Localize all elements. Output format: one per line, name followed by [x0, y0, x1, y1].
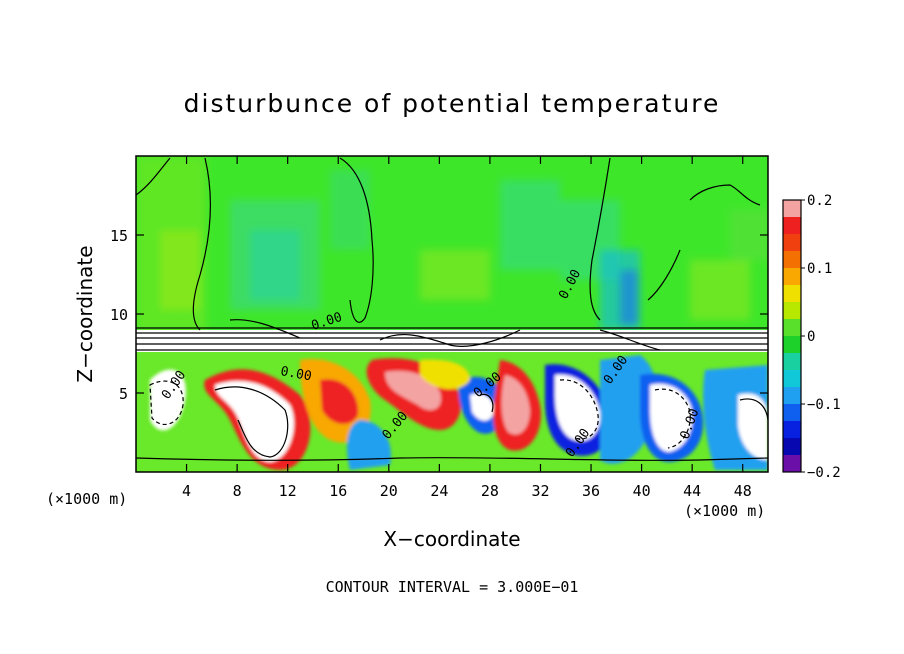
colorbar-tick-label: 0 [807, 329, 815, 345]
colorbar-segment [783, 404, 801, 422]
colorbar-tick-label: −0.2 [807, 465, 841, 481]
colorbar-segment [783, 336, 801, 354]
colorbar-tick-label: 0.1 [807, 261, 832, 277]
heatmap-lower-texture [150, 355, 768, 470]
colorbar-segment [783, 200, 801, 218]
colorbar-segment [783, 268, 801, 286]
x-tick-label: 28 [481, 482, 499, 500]
colorbar-segment [783, 387, 801, 405]
colorbar-tick-label: −0.1 [807, 397, 841, 413]
contour-interval-text: CONTOUR INTERVAL = 3.000E−01 [326, 578, 579, 596]
colorbar-segment [783, 217, 801, 235]
x-tick-label: 4 [182, 482, 191, 500]
colorbar: 0.2 0.1 0 −0.1 −0.2 [782, 193, 841, 481]
contour-label: 0.00 [279, 364, 312, 384]
x-tick-label: 8 [233, 482, 242, 500]
colorbar-segment [783, 285, 801, 303]
colorbar-segment [783, 455, 801, 473]
colorbar-segment [783, 370, 801, 388]
colorbar-tick-label: 0.2 [807, 193, 832, 209]
colorbar-segment [783, 251, 801, 269]
x-tick-label: 16 [329, 482, 347, 500]
heatmap-upper-texture [136, 156, 768, 332]
x-tick-label: 24 [430, 482, 448, 500]
colorbar-segment [783, 421, 801, 439]
colorbar-segment [783, 319, 801, 337]
colorbar-segment [783, 234, 801, 252]
x-unit-label-left: (×1000 m) [46, 490, 127, 508]
x-unit-label-right: (×1000 m) [684, 502, 765, 520]
x-tick-label: 44 [683, 482, 701, 500]
x-tick-label: 36 [582, 482, 600, 500]
contour-lines [136, 157, 768, 462]
heatmap-field [136, 156, 768, 472]
x-tick-label: 48 [734, 482, 752, 500]
x-tick-label: 32 [531, 482, 549, 500]
x-tick-label: 20 [380, 482, 398, 500]
colorbar-segment [783, 438, 801, 456]
y-tick-label: 5 [119, 385, 128, 403]
colorbar-segment [783, 353, 801, 371]
y-axis: 5 10 15 [110, 227, 768, 403]
y-axis-title: Z−coordinate [73, 245, 97, 382]
x-axis: 4 8 12 16 20 24 28 32 36 40 44 48 [182, 156, 752, 500]
y-tick-label: 15 [110, 227, 128, 245]
colorbar-segment [783, 302, 801, 320]
chart-title: disturbunce of potential temperature [184, 89, 721, 118]
y-tick-label: 10 [110, 306, 128, 324]
x-tick-label: 40 [633, 482, 651, 500]
x-tick-label: 12 [279, 482, 297, 500]
x-axis-title: X−coordinate [383, 527, 520, 551]
